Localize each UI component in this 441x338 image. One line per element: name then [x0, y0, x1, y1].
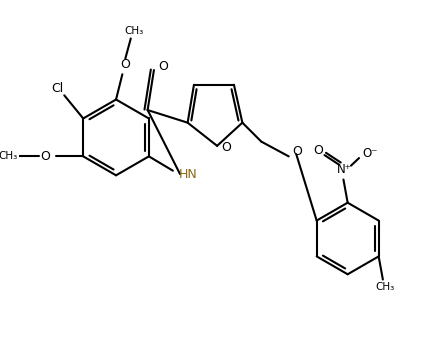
Text: O: O: [158, 60, 168, 73]
Text: CH₃: CH₃: [375, 282, 395, 292]
Text: O: O: [221, 141, 232, 153]
Text: O⁻: O⁻: [362, 147, 378, 160]
Text: O: O: [41, 150, 50, 163]
Text: O: O: [120, 58, 130, 71]
Text: O: O: [292, 145, 302, 158]
Text: HN: HN: [178, 168, 197, 180]
Text: N⁺: N⁺: [337, 163, 352, 176]
Text: CH₃: CH₃: [124, 26, 143, 36]
Text: O: O: [313, 144, 323, 158]
Text: Cl: Cl: [51, 82, 63, 95]
Text: CH₃: CH₃: [0, 151, 18, 161]
